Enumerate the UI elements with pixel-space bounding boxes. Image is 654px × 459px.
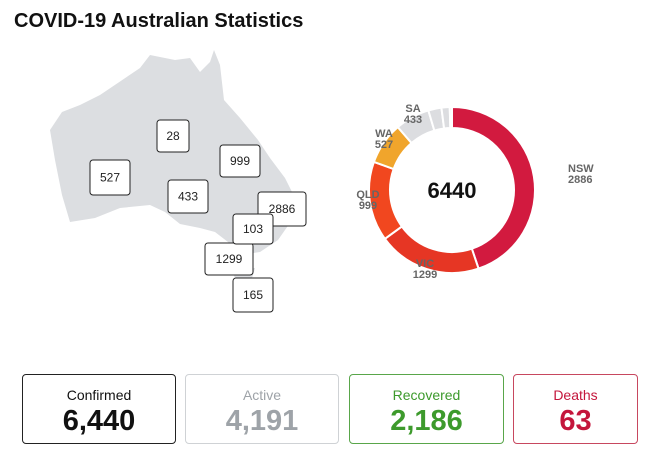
map-label-box — [167, 179, 209, 214]
stat-label: Recovered — [392, 387, 461, 403]
stat-value: 2,186 — [390, 405, 463, 437]
stat-value: 63 — [559, 405, 592, 437]
stat-card: Active 4,191 — [185, 374, 339, 444]
page-title: COVID-19 Australian Statistics — [14, 10, 304, 32]
donut-label-name: SA — [405, 103, 420, 115]
map-label-box — [156, 119, 190, 153]
stat-value: 6,440 — [62, 405, 136, 437]
donut-total: 6440 — [428, 178, 477, 203]
map-label-box — [232, 277, 274, 313]
map-label: 165 — [243, 288, 263, 302]
donut-label-value: 433 — [404, 114, 422, 126]
donut-label-name: NSW — [568, 163, 594, 175]
donut-label-value: 527 — [375, 139, 393, 151]
donut-label-name: WA — [375, 128, 393, 140]
map-label: 433 — [178, 190, 198, 204]
stat-value: 4,191 — [225, 405, 299, 437]
map-label: 28 — [166, 129, 180, 143]
map-label-box — [89, 159, 131, 196]
map-label: 2886 — [269, 202, 296, 216]
donut-label-value: 2886 — [568, 174, 592, 186]
donut-label-name: QLD — [356, 189, 379, 201]
stat-label: Deaths — [553, 387, 598, 403]
map-label: 527 — [100, 171, 120, 185]
map-label: 999 — [230, 154, 250, 168]
stat-label: Active — [242, 387, 282, 403]
chart: 28861299999527433165103286440NSW2886VIC1… — [50, 50, 594, 313]
donut-label-value: 1299 — [413, 269, 437, 281]
stat-card: Recovered 2,186 — [349, 374, 504, 444]
stat-label: Confirmed — [66, 387, 132, 403]
map-label-box — [204, 242, 254, 276]
donut-segment — [448, 105, 453, 130]
map-label-box — [232, 213, 274, 245]
stat-card: Deaths 63 — [513, 374, 638, 444]
donut-label-value: 999 — [359, 200, 377, 212]
stat-card: Confirmed 6,440 — [22, 374, 176, 444]
map-label: 1299 — [216, 252, 243, 266]
map-label: 103 — [243, 222, 263, 236]
map-label-box — [219, 144, 261, 178]
donut-label-name: VIC — [416, 258, 434, 270]
